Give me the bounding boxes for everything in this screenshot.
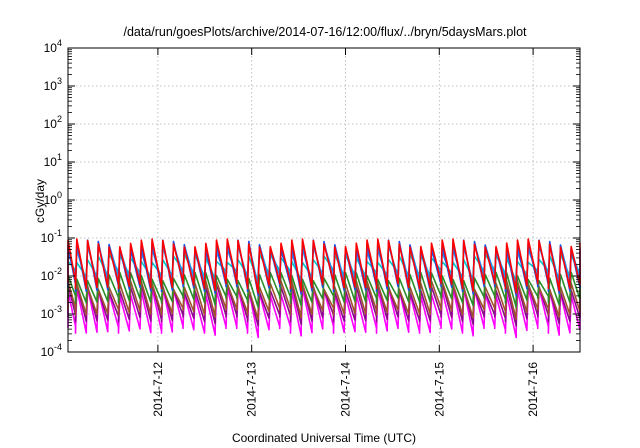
y-tick-label: 10-3 xyxy=(41,304,62,321)
y-tick-label: 103 xyxy=(44,76,62,93)
y-tick-label: 100 xyxy=(44,190,62,207)
x-axis-label: Coordinated Universal Time (UTC) xyxy=(232,431,416,445)
series-line xyxy=(67,238,581,294)
y-tick-label: 10-2 xyxy=(41,266,62,283)
x-tick-label: 2014-7-16 xyxy=(526,362,540,417)
y-tick-label: 10-4 xyxy=(41,342,62,359)
x-tick-label: 2014-7-14 xyxy=(338,362,352,417)
y-axis-label: cGy/day xyxy=(33,179,47,223)
series-group xyxy=(67,238,581,339)
x-tick-label: 2014-7-12 xyxy=(151,362,165,417)
grid-lines xyxy=(68,48,580,352)
x-tick-label: 2014-7-13 xyxy=(245,362,259,417)
x-tick-label: 2014-7-15 xyxy=(432,362,446,417)
tick-labels: 10-4 10-3 10-2 10-1 100 101 102 103 104 2014-7-12… xyxy=(41,38,540,417)
axes-group xyxy=(67,47,581,353)
y-tick-label: 10-1 xyxy=(41,228,62,245)
series-line xyxy=(67,271,581,309)
y-tick-label: 102 xyxy=(44,114,62,131)
y-tick-label: 104 xyxy=(44,38,62,55)
plot-frame xyxy=(67,47,581,353)
y-tick-label: 101 xyxy=(44,152,62,169)
chart-title: /data/run/goesPlots/archive/2014-07-16/1… xyxy=(123,25,527,39)
